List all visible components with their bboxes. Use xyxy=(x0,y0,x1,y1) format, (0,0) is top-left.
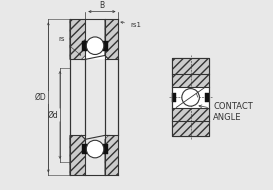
Bar xyxy=(205,93,209,102)
Polygon shape xyxy=(70,135,85,175)
Polygon shape xyxy=(172,108,209,121)
Bar xyxy=(172,93,176,102)
Polygon shape xyxy=(70,19,85,59)
Bar xyxy=(103,41,108,51)
Polygon shape xyxy=(172,74,209,87)
Bar xyxy=(172,58,209,136)
Circle shape xyxy=(86,140,104,158)
Text: Ød: Ød xyxy=(48,110,58,120)
Text: CONTACT
ANGLE: CONTACT ANGLE xyxy=(199,102,253,122)
Bar xyxy=(103,144,108,154)
Bar xyxy=(82,41,87,51)
Text: ØD: ØD xyxy=(35,93,47,102)
Polygon shape xyxy=(172,58,209,74)
Circle shape xyxy=(182,89,199,106)
Bar xyxy=(82,144,87,154)
Bar xyxy=(172,58,209,136)
Polygon shape xyxy=(172,121,209,136)
Polygon shape xyxy=(105,135,118,175)
Polygon shape xyxy=(81,49,109,59)
Text: rs1: rs1 xyxy=(121,21,141,28)
Polygon shape xyxy=(105,19,118,59)
Circle shape xyxy=(86,37,104,55)
Text: rs: rs xyxy=(58,36,81,55)
Text: B: B xyxy=(99,1,105,10)
